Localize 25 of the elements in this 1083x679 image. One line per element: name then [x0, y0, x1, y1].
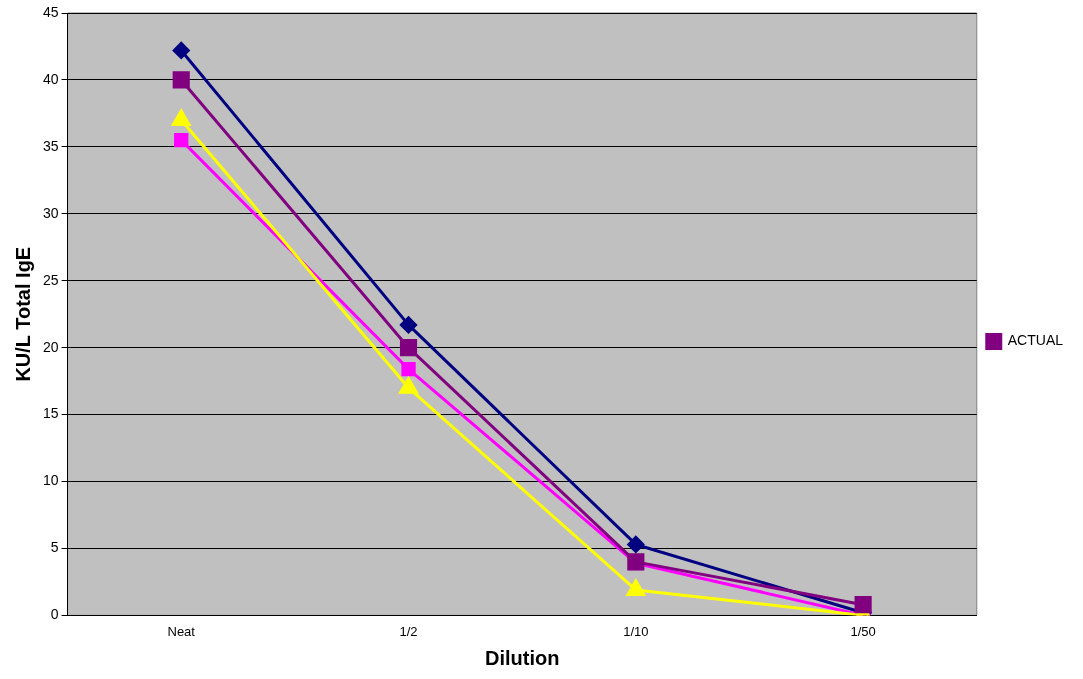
- point: [174, 133, 189, 148]
- y-tick-label: 30: [42, 204, 59, 221]
- point: [400, 316, 418, 334]
- y-tick-label: 10: [42, 472, 59, 489]
- point: [401, 361, 416, 377]
- point: [172, 71, 190, 89]
- x-tick-label: 1/2: [399, 623, 418, 639]
- y-tick-label: 15: [42, 405, 59, 422]
- y-tick-label: 5: [50, 539, 59, 556]
- legend-label: ACTUAL: [1007, 332, 1064, 349]
- y-tick-label: 40: [42, 70, 59, 87]
- point: [854, 596, 872, 614]
- x-axis-title: Dilution: [484, 646, 560, 669]
- y-tick-label: 45: [42, 3, 59, 20]
- x-tick-label: Neat: [167, 623, 196, 639]
- point: [399, 339, 418, 357]
- point: [172, 41, 190, 59]
- x-tick-label: 1/50: [850, 623, 876, 639]
- point: [627, 535, 645, 553]
- x-tick-label: 1/10: [623, 623, 649, 639]
- y-axis-title: KU/L Total IgE: [11, 246, 34, 382]
- y-tick-label: 0: [50, 606, 59, 623]
- y-tick-label: 35: [42, 137, 59, 154]
- y-tick-label: 20: [42, 338, 59, 355]
- y-tick-label: 25: [42, 271, 59, 288]
